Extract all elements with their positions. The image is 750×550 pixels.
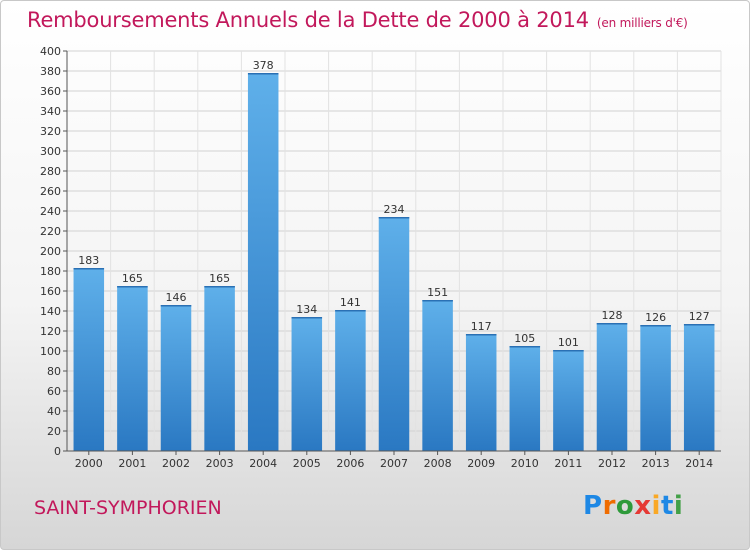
data-label-2009: 117 — [471, 320, 492, 333]
bar-2004 — [247, 73, 279, 451]
bar-top-2008 — [422, 300, 453, 302]
bar-top-2006 — [335, 310, 366, 312]
bar-top-2009 — [465, 334, 497, 336]
y-tick-label-40: 40 — [47, 405, 61, 418]
bar-top-2001 — [117, 286, 148, 288]
y-tick-label-320: 320 — [40, 125, 61, 138]
brand-letter: x — [634, 491, 652, 521]
x-tick-label-2010: 2010 — [511, 457, 539, 470]
axes: 0 20 40 60 80 100 120 140 160 180 200 220 240 260 280 3… — [40, 45, 721, 470]
x-tick-label-2007: 2007 — [380, 457, 408, 470]
town-name: SAINT-SYMPHORIEN — [34, 497, 222, 519]
x-tick-label-2008: 2008 — [424, 457, 452, 470]
x-tick-label-2003: 2003 — [206, 457, 234, 470]
data-label-2012: 128 — [602, 309, 623, 322]
bar-2013 — [640, 325, 671, 451]
bar-2001 — [117, 286, 148, 451]
chart-unit-label: (en milliers d'€) — [596, 16, 688, 30]
y-tick-label-340: 340 — [40, 105, 61, 118]
y-tick-label-60: 60 — [47, 385, 61, 398]
bar-2010 — [509, 346, 541, 451]
y-tick-label-400: 400 — [40, 45, 61, 58]
x-tick-label-2005: 2005 — [293, 457, 321, 470]
bar-2012 — [596, 323, 628, 451]
x-tick-label-2002: 2002 — [162, 457, 190, 470]
data-label-2007: 234 — [384, 203, 405, 216]
bar-2007 — [378, 217, 410, 451]
y-tick-label-200: 200 — [40, 245, 61, 258]
data-label-2010: 105 — [514, 332, 535, 345]
brand-letter: t — [660, 491, 674, 521]
x-tick-label-2009: 2009 — [467, 457, 495, 470]
y-tick-label-20: 20 — [47, 425, 61, 438]
bar-top-2005 — [291, 317, 323, 319]
bar-2014 — [683, 324, 715, 451]
y-tick-label-0: 0 — [54, 445, 61, 458]
x-tick-label-2014: 2014 — [685, 457, 713, 470]
x-tick-label-2011: 2011 — [554, 457, 582, 470]
y-tick-label-220: 220 — [40, 225, 61, 238]
y-tick-label-80: 80 — [47, 365, 61, 378]
bar-top-2012 — [596, 323, 628, 325]
bar-2003 — [204, 286, 235, 451]
brand-logo: Proxiti — [583, 491, 683, 521]
y-tick-label-180: 180 — [40, 265, 61, 278]
brand-letter: i — [651, 491, 661, 521]
bar-2006 — [335, 310, 366, 451]
bar-2000 — [73, 268, 105, 451]
data-label-2013: 126 — [645, 311, 666, 324]
chart-title: Remboursements Annuels de la Dette de 20… — [27, 8, 688, 32]
chart-title-text: Remboursements Annuels de la Dette de 20… — [27, 8, 589, 32]
x-tick-label-2001: 2001 — [118, 457, 146, 470]
brand-letter: P — [583, 491, 603, 521]
data-label-2011: 101 — [558, 336, 579, 349]
bar-2008 — [422, 300, 453, 451]
bar-top-2013 — [640, 325, 671, 327]
bar-top-2011 — [553, 350, 584, 352]
data-label-2006: 141 — [340, 296, 361, 309]
y-tick-label-280: 280 — [40, 165, 61, 178]
x-tick-label-2013: 2013 — [642, 457, 670, 470]
y-tick-label-100: 100 — [40, 345, 61, 358]
bars: 183 165 146 165 378 134 141 234 151 117 105 101 128 1… — [73, 59, 715, 451]
data-label-2001: 165 — [122, 272, 143, 285]
bar-top-2004 — [247, 73, 279, 75]
data-label-2004: 378 — [253, 59, 274, 72]
brand-letter: r — [602, 491, 616, 521]
y-tick-label-160: 160 — [40, 285, 61, 298]
data-label-2008: 151 — [427, 286, 448, 299]
data-label-2005: 134 — [296, 303, 317, 316]
bar-2011 — [553, 350, 584, 451]
y-tick-label-360: 360 — [40, 85, 61, 98]
y-tick-label-300: 300 — [40, 145, 61, 158]
bar-2002 — [160, 305, 192, 451]
brand-letter: o — [615, 491, 635, 521]
data-label-2014: 127 — [689, 310, 710, 323]
bar-top-2003 — [204, 286, 235, 288]
data-label-2003: 165 — [209, 272, 230, 285]
bar-top-2000 — [73, 268, 105, 270]
y-tick-label-380: 380 — [40, 65, 61, 78]
data-label-2000: 183 — [78, 254, 99, 267]
x-tick-label-2004: 2004 — [249, 457, 277, 470]
y-tick-label-120: 120 — [40, 325, 61, 338]
bar-top-2014 — [683, 324, 715, 326]
x-tick-label-2006: 2006 — [336, 457, 364, 470]
data-label-2002: 146 — [166, 291, 187, 304]
bar-2009 — [465, 334, 497, 451]
y-tick-label-260: 260 — [40, 185, 61, 198]
brand-letter: i — [673, 491, 684, 521]
bar-top-2010 — [509, 346, 541, 348]
y-tick-label-140: 140 — [40, 305, 61, 318]
bar-top-2007 — [378, 217, 410, 219]
bar-2005 — [291, 317, 323, 451]
y-tick-label-240: 240 — [40, 205, 61, 218]
bar-top-2002 — [160, 305, 192, 307]
x-tick-label-2012: 2012 — [598, 457, 626, 470]
x-tick-label-2000: 2000 — [75, 457, 103, 470]
